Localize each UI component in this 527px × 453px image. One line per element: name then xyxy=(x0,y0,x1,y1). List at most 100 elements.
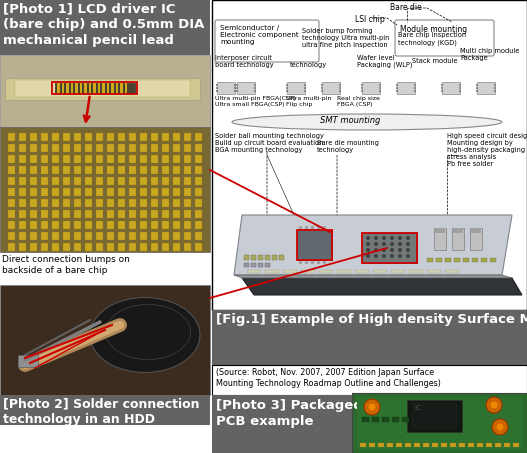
Bar xyxy=(129,243,136,251)
Text: Interposer circuit
board technology: Interposer circuit board technology xyxy=(215,55,274,68)
Bar xyxy=(107,133,114,141)
Bar xyxy=(434,228,446,250)
Bar xyxy=(30,133,37,141)
Bar xyxy=(129,199,136,207)
Bar xyxy=(195,177,202,185)
Bar xyxy=(57,82,60,94)
Text: technology: technology xyxy=(290,62,327,68)
Bar xyxy=(476,90,478,92)
Bar xyxy=(339,87,341,89)
Bar xyxy=(151,133,158,141)
Bar xyxy=(85,221,92,229)
Bar xyxy=(151,232,158,240)
Bar xyxy=(173,221,180,229)
Bar xyxy=(30,210,37,218)
Bar xyxy=(8,210,15,218)
Bar xyxy=(321,90,323,92)
Circle shape xyxy=(374,236,378,240)
Circle shape xyxy=(406,248,410,252)
Bar xyxy=(0,0,210,55)
Bar xyxy=(96,155,103,163)
Bar xyxy=(286,90,288,92)
Text: [Photo 3] Packaged
PCB example: [Photo 3] Packaged PCB example xyxy=(216,399,363,428)
Bar xyxy=(184,188,191,196)
Bar xyxy=(151,243,158,251)
Bar xyxy=(337,270,351,273)
Ellipse shape xyxy=(90,298,200,372)
Bar xyxy=(414,84,416,86)
Bar xyxy=(140,243,147,251)
Bar xyxy=(41,155,48,163)
Bar xyxy=(396,443,402,447)
Bar xyxy=(436,258,442,262)
Bar xyxy=(8,199,15,207)
Bar xyxy=(19,177,26,185)
Bar xyxy=(118,133,125,141)
Circle shape xyxy=(390,236,394,240)
Circle shape xyxy=(390,248,394,252)
Bar xyxy=(151,188,158,196)
Bar xyxy=(63,177,70,185)
Bar xyxy=(52,133,59,141)
Bar xyxy=(184,232,191,240)
Circle shape xyxy=(382,242,386,246)
Bar xyxy=(140,221,147,229)
Bar xyxy=(52,188,59,196)
Circle shape xyxy=(406,236,410,240)
Bar xyxy=(52,221,59,229)
Bar xyxy=(173,155,180,163)
Bar xyxy=(396,87,398,89)
Bar xyxy=(234,90,236,92)
Bar xyxy=(30,232,37,240)
Bar xyxy=(74,155,81,163)
Bar xyxy=(19,232,26,240)
Text: Semiconductor /
Electronic component
mounting: Semiconductor / Electronic component mou… xyxy=(220,25,299,45)
Bar xyxy=(85,232,92,240)
Text: Wafer level
Packaging (WLP): Wafer level Packaging (WLP) xyxy=(357,55,413,68)
Bar xyxy=(8,144,15,152)
Bar xyxy=(184,177,191,185)
FancyBboxPatch shape xyxy=(215,20,319,62)
Circle shape xyxy=(406,254,410,258)
Bar xyxy=(445,270,459,273)
Circle shape xyxy=(366,242,370,246)
Bar xyxy=(454,258,460,262)
Bar xyxy=(304,84,306,86)
Text: Solder bump forming
technology Ultra multi-pin
ultra fine pitch inspection: Solder bump forming technology Ultra mul… xyxy=(302,28,389,48)
Bar xyxy=(118,166,125,174)
Bar xyxy=(477,82,495,94)
Bar xyxy=(305,259,308,264)
Bar xyxy=(71,82,73,94)
Bar xyxy=(89,82,91,94)
Bar xyxy=(111,82,113,94)
Bar xyxy=(151,199,158,207)
Bar xyxy=(323,259,326,264)
Bar xyxy=(97,82,100,94)
Bar xyxy=(162,177,169,185)
Bar xyxy=(452,228,464,250)
Bar xyxy=(140,232,147,240)
Bar xyxy=(96,199,103,207)
Bar xyxy=(173,177,180,185)
Bar xyxy=(74,243,81,251)
Bar xyxy=(151,177,158,185)
Bar xyxy=(66,82,69,94)
Bar xyxy=(96,144,103,152)
Bar xyxy=(184,155,191,163)
Bar xyxy=(30,144,37,152)
Bar xyxy=(360,443,366,447)
Bar xyxy=(80,82,82,94)
Bar xyxy=(387,443,393,447)
Bar xyxy=(476,87,478,89)
Circle shape xyxy=(366,248,370,252)
Bar xyxy=(129,210,136,218)
Bar xyxy=(184,144,191,152)
Bar xyxy=(8,188,15,196)
Bar xyxy=(162,210,169,218)
Bar xyxy=(373,270,387,273)
Bar xyxy=(494,84,496,86)
Bar xyxy=(74,188,81,196)
Bar xyxy=(19,210,26,218)
Bar xyxy=(396,84,398,86)
Bar xyxy=(151,155,158,163)
